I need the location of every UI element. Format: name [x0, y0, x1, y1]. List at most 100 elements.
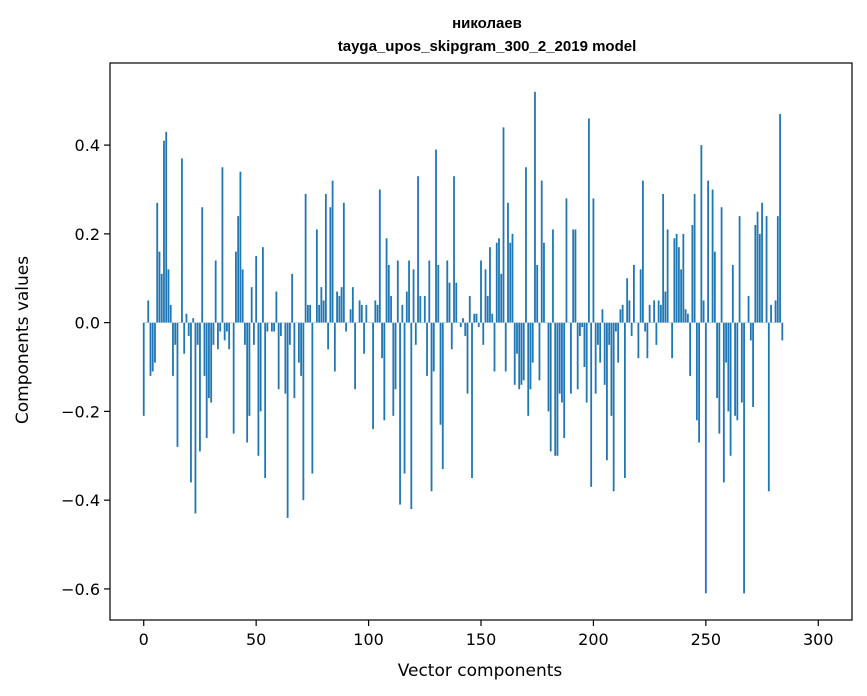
bar	[210, 322, 213, 403]
bar	[147, 300, 150, 323]
bar	[671, 322, 674, 359]
bar	[333, 322, 336, 372]
bar	[758, 233, 761, 323]
bar	[734, 322, 736, 416]
bar	[149, 322, 152, 376]
bar	[315, 229, 318, 323]
bar	[300, 322, 303, 376]
plot-frame	[109, 62, 853, 621]
bar	[324, 193, 327, 323]
bar	[306, 304, 309, 323]
bar	[455, 282, 458, 323]
bar	[286, 322, 289, 518]
bar	[392, 322, 395, 416]
bar	[309, 304, 312, 323]
bar	[468, 296, 471, 323]
bar	[338, 296, 341, 323]
bar	[439, 322, 442, 425]
bar	[743, 322, 745, 594]
bar	[378, 189, 381, 323]
bar	[176, 322, 179, 447]
bar	[255, 256, 258, 323]
bar	[318, 304, 321, 323]
bar	[641, 180, 644, 323]
bar	[156, 202, 159, 323]
bar	[291, 273, 294, 323]
bar	[181, 158, 183, 323]
bar	[606, 322, 608, 461]
bar	[756, 211, 759, 323]
bar	[482, 322, 485, 345]
bar	[385, 238, 388, 323]
bar	[588, 118, 590, 323]
bar	[273, 322, 276, 332]
bar	[349, 309, 352, 323]
bar	[549, 322, 552, 452]
bar	[345, 322, 347, 332]
bar	[228, 322, 231, 350]
bar	[502, 127, 505, 323]
bar	[372, 322, 374, 430]
bar	[630, 322, 633, 336]
bar	[543, 242, 545, 323]
bar	[682, 233, 685, 323]
bar	[500, 273, 503, 323]
bar	[531, 322, 534, 363]
bar	[275, 291, 278, 323]
bar	[619, 309, 622, 323]
bar	[702, 300, 705, 323]
bar	[579, 322, 581, 336]
y-tick-label: 0.0	[75, 314, 100, 333]
bar	[520, 322, 523, 385]
bar	[576, 322, 579, 390]
bar	[781, 322, 784, 341]
bar	[212, 322, 215, 345]
bar	[680, 269, 683, 323]
bar	[172, 322, 174, 376]
bar	[615, 322, 617, 332]
bar	[329, 207, 332, 323]
bar	[673, 238, 676, 323]
bar	[722, 322, 725, 483]
bar	[430, 322, 433, 492]
bar	[302, 322, 305, 501]
bar	[754, 225, 757, 323]
bar	[293, 322, 296, 399]
bar	[396, 260, 399, 323]
bar	[689, 322, 692, 376]
bar	[259, 322, 262, 412]
bar	[565, 198, 568, 323]
bar	[570, 322, 572, 394]
bar	[534, 91, 536, 323]
bar	[477, 322, 480, 328]
bar	[297, 322, 300, 363]
bar	[417, 176, 419, 323]
bar	[597, 322, 599, 345]
bar	[151, 322, 154, 372]
bar	[428, 260, 431, 323]
bar	[331, 180, 334, 323]
bar	[720, 207, 723, 323]
bar	[498, 238, 500, 323]
bar	[695, 322, 698, 421]
bar	[637, 322, 640, 359]
bar	[491, 313, 494, 323]
bar	[648, 304, 651, 323]
bar	[475, 313, 478, 323]
bar	[529, 322, 532, 390]
bar	[540, 180, 543, 323]
x-axis-label: Vector components	[398, 661, 563, 681]
bar	[376, 304, 379, 323]
bar	[408, 260, 410, 323]
bar	[693, 193, 696, 323]
bar	[426, 322, 428, 376]
bar	[599, 322, 602, 363]
bar	[459, 322, 462, 328]
bar	[633, 264, 635, 323]
bar	[264, 322, 267, 478]
bar	[248, 322, 251, 416]
bar	[253, 322, 255, 345]
bar	[399, 322, 401, 505]
bar	[624, 322, 626, 478]
